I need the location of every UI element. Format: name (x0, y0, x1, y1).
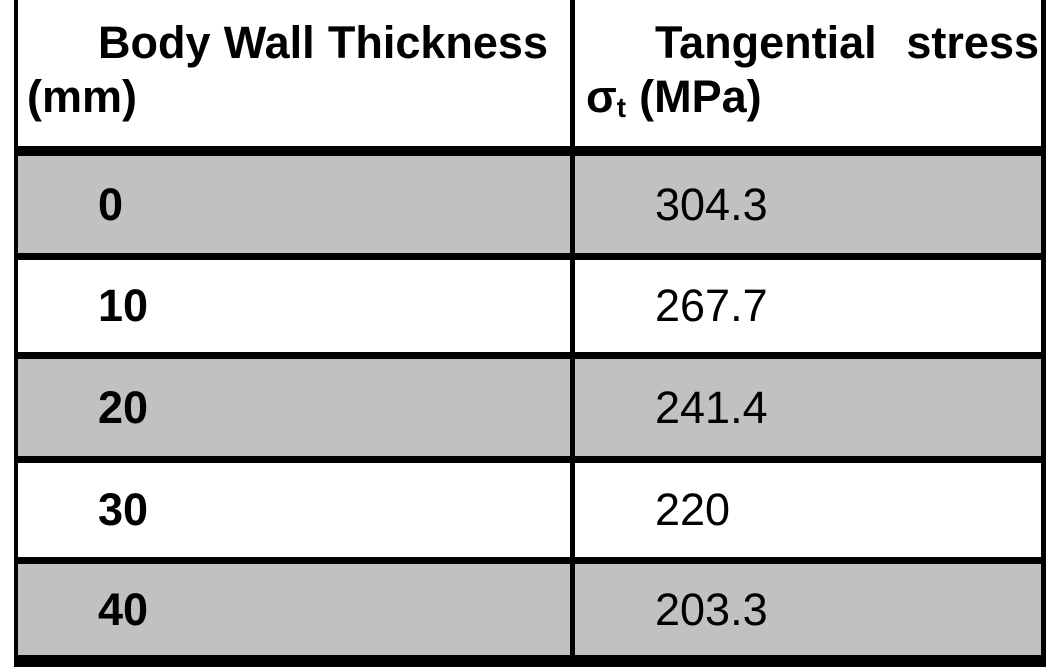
thickness-cell: 30 (98, 484, 149, 535)
stress-table: Body Wall Thickness (mm) Tangential stre… (14, 0, 1046, 667)
table-row: 20 241.4 (18, 352, 1041, 456)
stress-cell: 267.7 (570, 260, 1041, 352)
sigma-subscript: t (616, 92, 627, 124)
thickness-cell: 40 (98, 583, 149, 635)
header-thickness-title: Body Wall Thickness (98, 17, 548, 68)
header-row: Body Wall Thickness (mm) Tangential stre… (18, 0, 1041, 146)
header-stress-title: Tangential stress (655, 17, 1039, 68)
thickness-cell: 20 (98, 381, 149, 433)
table-row: 10 267.7 (18, 253, 1041, 352)
stress-cell: 304.3 (570, 156, 1041, 253)
header-stress: Tangential stress σt (MPa) (570, 0, 1041, 146)
table-row: 40 203.3 (18, 557, 1041, 655)
header-thickness: Body Wall Thickness (mm) (18, 0, 570, 146)
stress-cell: 241.4 (570, 359, 1041, 456)
stress-unit-label: (MPa) (639, 71, 762, 122)
header-stress-unit: σt (MPa) (575, 70, 1041, 124)
stress-cell: 220 (570, 463, 1041, 557)
table-row: 0 304.3 (18, 146, 1041, 253)
table-row: 30 220 (18, 456, 1041, 557)
thickness-cell: 10 (98, 280, 149, 331)
header-thickness-unit: (mm) (27, 71, 137, 122)
thickness-cell: 0 (98, 178, 124, 230)
sigma-symbol: σ (586, 71, 617, 122)
stress-cell: 203.3 (570, 564, 1041, 655)
